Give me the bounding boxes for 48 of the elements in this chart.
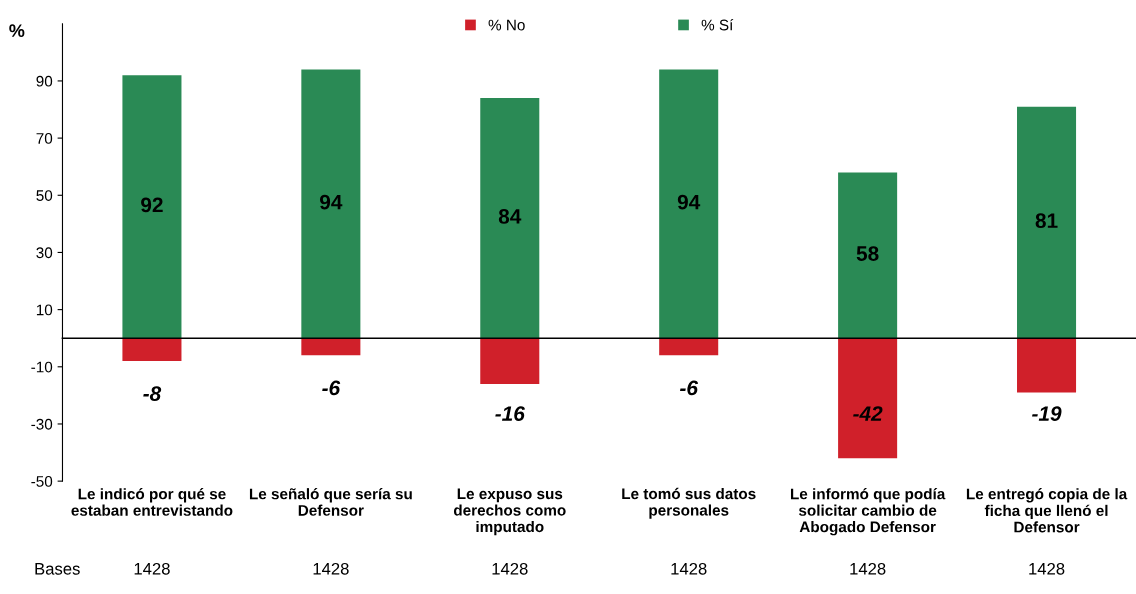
bar (838, 172, 898, 339)
x-tick-label: Le expuso sus derechos como imputado (453, 488, 566, 536)
data-label: -8 (143, 386, 162, 401)
y-axis-title: % (9, 24, 25, 37)
data-label: -6 (680, 380, 699, 396)
bar (122, 75, 182, 339)
text: 1428 (492, 562, 528, 575)
bar (838, 338, 898, 459)
text: 1428 (850, 562, 886, 575)
text: 1428 (313, 562, 349, 575)
x-tick-label: Le informó que podía solicitar cambio de Abogado Defensor (790, 488, 946, 536)
y-tick-label: -10 (31, 361, 53, 373)
text: 1428 (671, 562, 707, 575)
legend-label: % Sí (701, 19, 734, 31)
y-tick-label: 90 (36, 75, 53, 87)
y-tick-label: 10 (36, 304, 53, 316)
bar (122, 338, 182, 362)
text: 1428 (134, 562, 170, 575)
x-tick-label: Le indicó por qué se estaban entrevistando (71, 488, 233, 516)
data-label: 92 (141, 197, 163, 213)
bar (659, 338, 719, 356)
x-tick-label: Le entregó copia de la ficha que llenó el Defensor (966, 488, 1128, 533)
data-label: 81 (1035, 213, 1058, 229)
bar (659, 69, 719, 339)
bar (301, 69, 361, 339)
bar (480, 338, 540, 384)
bar (1017, 106, 1077, 339)
data-label: -19 (1032, 406, 1062, 421)
data-label: 84 (498, 208, 522, 224)
data-label: 94 (677, 194, 701, 210)
bar (301, 338, 361, 356)
text: 1428 (1029, 562, 1065, 575)
data-label: 94 (320, 194, 343, 210)
legend-label: % No (488, 19, 525, 31)
data-label: -42 (853, 406, 883, 421)
y-tick-label: 70 (36, 132, 53, 144)
bar (480, 98, 540, 339)
text: Bases (35, 563, 80, 575)
y-tick-label: 50 (36, 190, 53, 201)
data-label: -16 (495, 406, 525, 421)
data-label: 58 (856, 246, 879, 261)
x-tick-label: Le señaló que sería su Defensor (249, 488, 412, 516)
data-label: -6 (322, 380, 341, 396)
y-tick-label: -30 (31, 418, 53, 430)
x-tick-label: Le tomó sus datos personales (622, 487, 756, 519)
y-tick-label: -50 (31, 476, 53, 487)
y-tick-label: 30 (36, 247, 53, 259)
bar (1017, 338, 1077, 393)
